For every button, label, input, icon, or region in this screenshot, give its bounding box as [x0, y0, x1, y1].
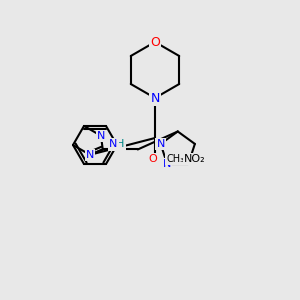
Text: O: O: [150, 35, 160, 49]
Text: NO₂: NO₂: [184, 154, 206, 164]
Text: H: H: [116, 140, 124, 149]
Text: N: N: [163, 159, 171, 169]
Text: N: N: [97, 131, 105, 141]
Text: O: O: [148, 154, 157, 164]
Text: N: N: [156, 139, 165, 149]
Text: N: N: [86, 150, 94, 160]
Text: N: N: [150, 92, 160, 104]
Text: CH₃: CH₃: [166, 154, 184, 164]
Text: N: N: [109, 140, 117, 149]
